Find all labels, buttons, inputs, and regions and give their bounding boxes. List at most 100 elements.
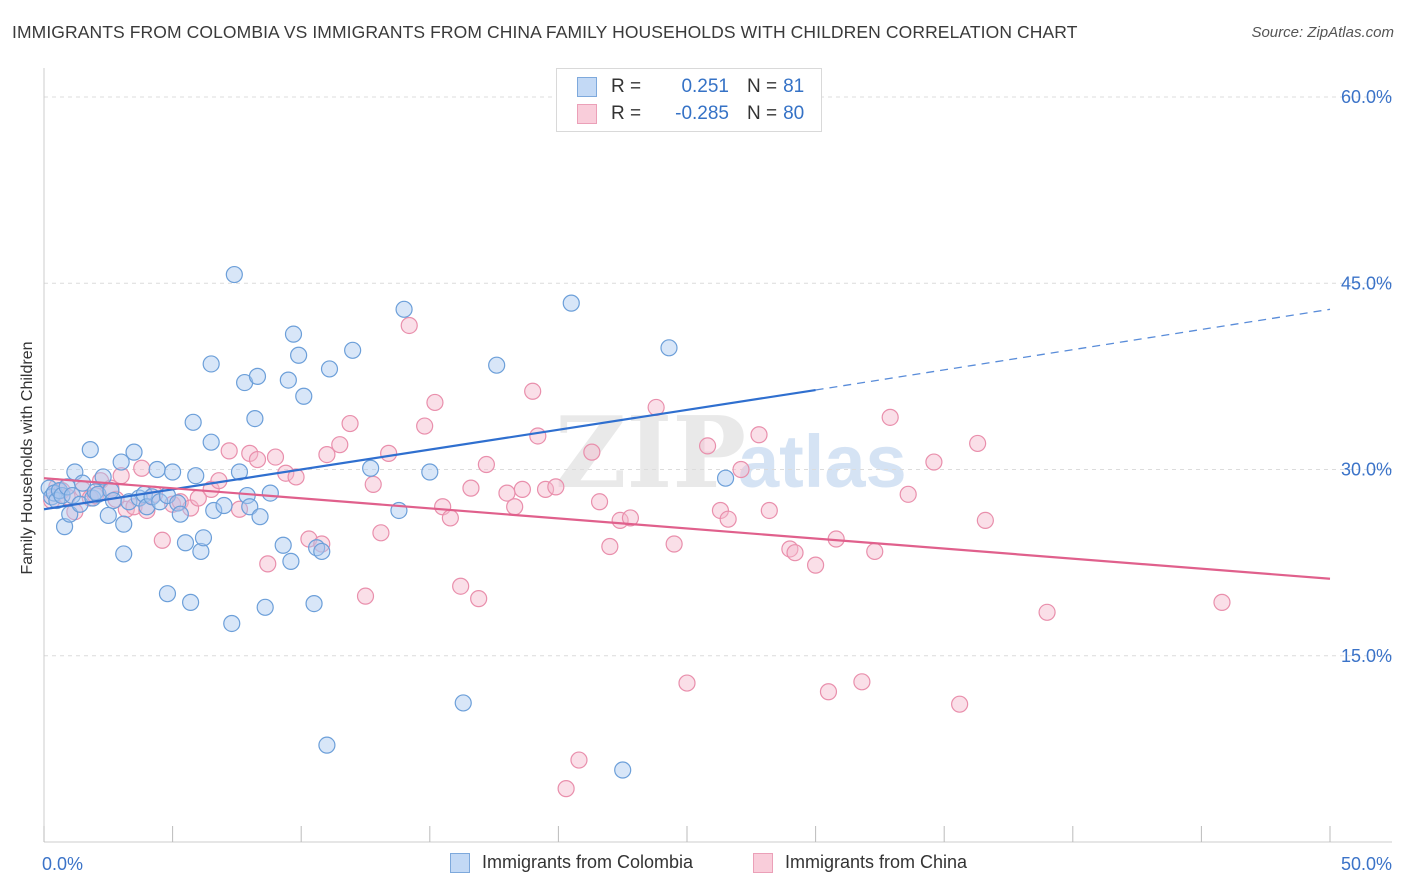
colombia-point	[562, 294, 580, 312]
colombia-point	[73, 474, 92, 492]
legend-row-china: R = -0.285 N = 80	[577, 101, 804, 127]
colombia-point	[171, 505, 189, 523]
colombia-point	[112, 453, 130, 471]
bottom-legend-label-colombia: Immigrants from Colombia	[482, 852, 694, 872]
china-point	[732, 460, 750, 479]
china-point	[621, 509, 640, 527]
colombia-point	[187, 467, 205, 485]
china-point	[506, 498, 524, 516]
colombia-point	[104, 491, 123, 510]
colombia-point	[241, 498, 259, 516]
china-point	[426, 393, 444, 412]
legend-n-value: 80	[783, 103, 805, 124]
colombia-point	[320, 360, 339, 378]
colombia-point	[246, 409, 264, 428]
china-point	[547, 478, 565, 496]
colombia-point	[660, 339, 678, 357]
china-point	[536, 480, 555, 498]
china-point	[477, 455, 495, 474]
colombia-point	[48, 491, 66, 510]
axes	[43, 68, 1392, 843]
legend-r-value: -0.285	[675, 103, 729, 124]
bottom-legend-china: Immigrants from China	[753, 852, 967, 873]
colombia-point	[454, 694, 472, 712]
china-point	[557, 780, 575, 798]
trend-lines	[43, 308, 1331, 580]
china-point	[951, 695, 969, 713]
x-tick-label-right: 50.0%	[1341, 854, 1392, 874]
china-point	[133, 459, 151, 477]
colombia-point	[274, 536, 292, 554]
china-points	[43, 316, 1231, 798]
china-point	[416, 417, 434, 435]
china-point	[583, 443, 601, 461]
china-point	[318, 446, 336, 464]
china-point	[590, 493, 609, 511]
china-point	[925, 453, 943, 471]
chart-source: Source: ZipAtlas.com	[1251, 24, 1394, 41]
colombia-point	[614, 761, 632, 779]
china-point	[570, 751, 588, 769]
y-tick-label: 30.0%	[1341, 460, 1392, 480]
china-point	[866, 542, 884, 561]
colombia-point	[202, 355, 220, 373]
colombia-point	[313, 542, 331, 561]
china-point	[698, 437, 717, 455]
legend-n-label: N =	[747, 103, 778, 124]
china-point	[341, 414, 359, 433]
colombia-point	[344, 341, 362, 359]
china-point	[1213, 593, 1231, 611]
china-point	[529, 427, 547, 445]
colombia-point	[89, 485, 107, 503]
y-tick-label: 45.0%	[1341, 273, 1392, 293]
china-point	[853, 673, 871, 691]
bottom-legend-label-china: Immigrants from China	[785, 852, 968, 872]
legend-r-label: R =	[611, 76, 642, 97]
colombia-point	[488, 356, 506, 374]
bottom-legend-swatch-colombia	[450, 852, 470, 873]
colombia-point	[395, 300, 413, 318]
colombia-point	[164, 463, 182, 481]
china-point	[1038, 603, 1056, 621]
colombia-point	[261, 484, 279, 502]
china-point	[969, 434, 987, 453]
legend-r-label: R =	[611, 103, 642, 124]
china-point	[331, 436, 349, 454]
china-point	[513, 480, 531, 498]
china-point	[372, 524, 390, 542]
china-point	[441, 509, 459, 527]
colombia-point	[99, 506, 117, 525]
colombia-point	[81, 441, 99, 459]
legend-n-value: 81	[783, 76, 805, 97]
china-point	[287, 468, 305, 486]
colombia-point	[305, 594, 323, 613]
colombia-point	[362, 459, 380, 477]
colombia-point	[169, 494, 187, 512]
china-point	[125, 498, 143, 516]
china-point	[601, 537, 619, 556]
watermark-atlas: atlas	[738, 420, 907, 503]
colombia-trend-line	[43, 388, 816, 511]
legend-swatch-colombia	[577, 77, 597, 97]
china-point	[266, 448, 285, 466]
colombia-point	[282, 552, 300, 570]
china-point	[400, 316, 418, 335]
china-point	[364, 475, 382, 493]
colombia-point	[158, 585, 177, 603]
colombia-point	[184, 413, 202, 431]
china-point	[719, 510, 737, 528]
china-point	[153, 531, 171, 549]
tick-labels: 15.0% 30.0% 45.0% 60.0% 0.0% 50.0%	[42, 87, 1392, 874]
colombia-point	[138, 498, 156, 516]
legend-r-value: 0.251	[681, 76, 729, 97]
colombia-point	[225, 265, 243, 284]
chart-title: IMMIGRANTS FROM COLOMBIA VS IMMIGRANTS F…	[12, 22, 1078, 42]
china-point	[220, 442, 238, 460]
legend-swatch-china	[577, 104, 597, 124]
colombia-point	[192, 542, 210, 561]
china-point	[760, 501, 778, 520]
y-tick-label: 15.0%	[1341, 646, 1392, 666]
china-point	[248, 450, 267, 469]
colombia-point	[716, 469, 735, 487]
